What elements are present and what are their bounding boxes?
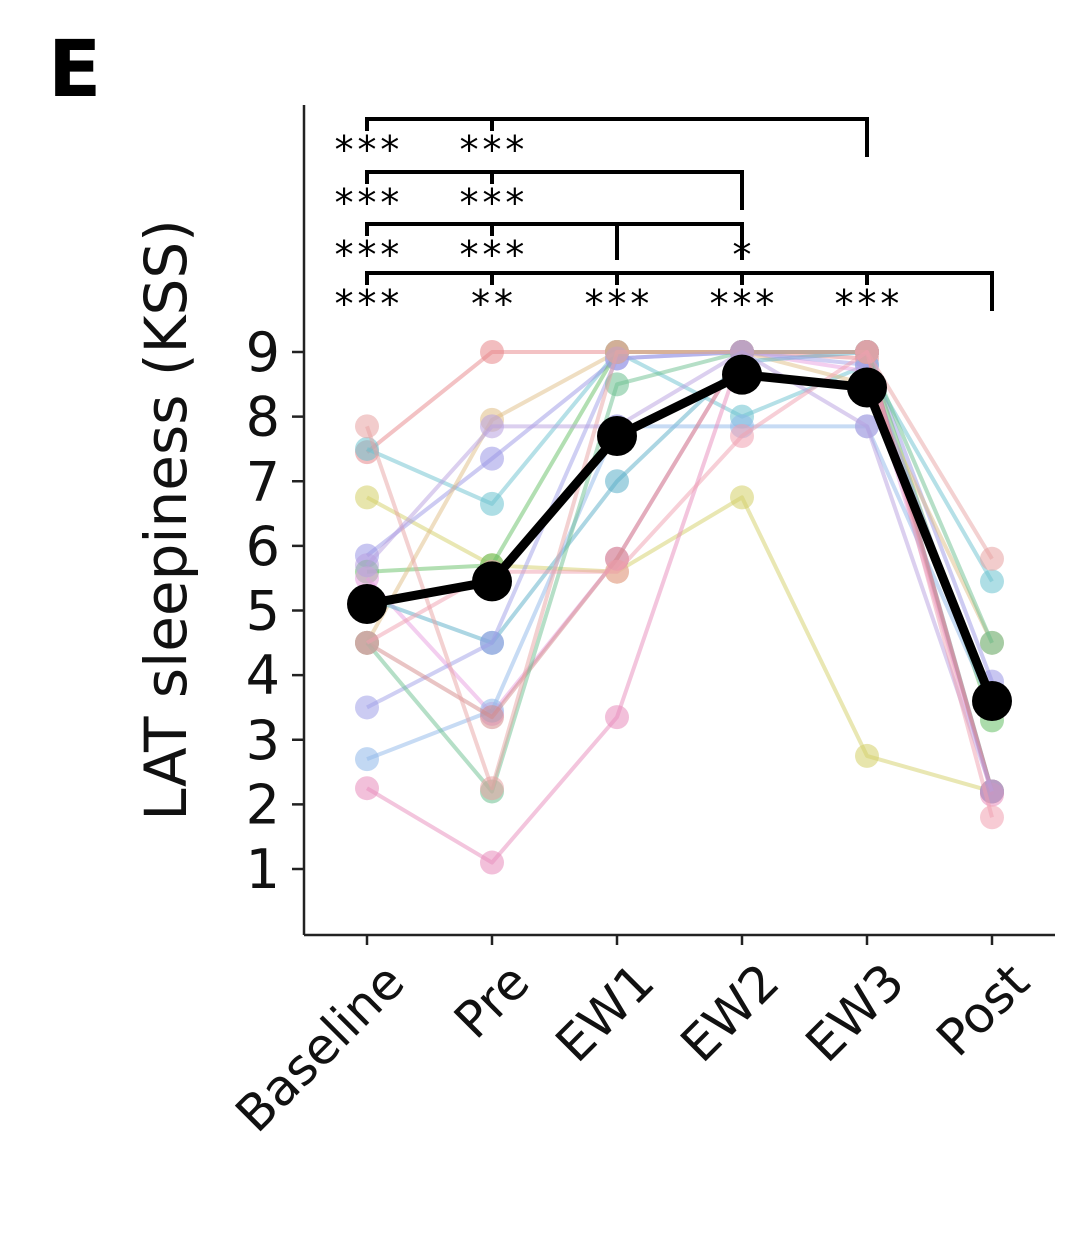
subject-point [480, 776, 504, 801]
mean-point [472, 561, 512, 602]
significance-brackets: *** ****** ****** *** **** ** *** *** *** [333, 117, 994, 326]
y-tick-label: 2 [246, 773, 280, 836]
subject-point [480, 446, 504, 471]
subject-point [605, 469, 629, 494]
subject-point [605, 705, 629, 730]
subject-point [355, 553, 379, 578]
significance-label: *** [333, 282, 402, 326]
x-tick-label: Pre [443, 952, 540, 1049]
subject-point [480, 414, 504, 439]
y-tick-label: 7 [246, 450, 280, 513]
subject-point [605, 340, 629, 364]
significance-label: *** [833, 282, 902, 326]
subject-point [980, 805, 1004, 830]
subject-line [365, 350, 994, 791]
subject-line [365, 350, 994, 794]
significance-bracket: *** *** [333, 117, 869, 172]
mean-point [347, 584, 387, 625]
subject-point [605, 559, 629, 584]
significance-label: *** [458, 233, 527, 277]
y-tick-label: 9 [246, 321, 280, 384]
subject-point [980, 546, 1004, 571]
mean-polyline [366, 370, 997, 703]
significance-label: *** [333, 233, 402, 277]
y-tick-label: 6 [246, 515, 280, 578]
subject-point [855, 414, 879, 439]
subject-lines [355, 340, 1004, 875]
subject-line [366, 424, 994, 762]
x-tick-label: EW3 [795, 952, 916, 1073]
subject-point [980, 569, 1004, 594]
subject-point [355, 747, 379, 772]
y-tick-label: 8 [246, 386, 280, 449]
y-tick-label: 5 [246, 580, 280, 643]
significance-label: *** [583, 282, 652, 326]
subject-point [855, 743, 879, 768]
significance-bracket: *** ** *** *** *** [333, 271, 994, 326]
significance-bracket: *** *** [333, 170, 744, 225]
significance-bracket: *** *** * [333, 222, 754, 277]
subject-point [480, 705, 504, 730]
y-tick-label: 4 [246, 644, 280, 707]
y-tick-label: 3 [246, 709, 280, 772]
mean-point [722, 354, 762, 395]
subject-point [480, 340, 504, 364]
x-tick-label: EW1 [545, 952, 666, 1073]
subject-point [355, 776, 379, 801]
significance-label: *** [333, 128, 402, 172]
subject-point [480, 630, 504, 655]
subject-point [730, 424, 754, 449]
subject-point [480, 850, 504, 875]
subject-point [480, 491, 504, 516]
subject-point [355, 485, 379, 510]
x-tick-label: EW2 [670, 952, 791, 1073]
mean-point [972, 680, 1012, 721]
significance-label: ** [469, 282, 515, 326]
significance-label: *** [458, 181, 527, 225]
mean-line [347, 354, 1012, 721]
subject-point [730, 485, 754, 510]
significance-label: *** [708, 282, 777, 326]
subject-point [855, 340, 879, 364]
y-axis-label: LAT sleepiness (KSS) [132, 219, 200, 821]
subject-line [365, 350, 994, 793]
subject-line [366, 495, 993, 794]
mean-point [597, 416, 637, 457]
subject-point [980, 630, 1004, 655]
panel-label: E [48, 25, 101, 115]
mean-point [847, 367, 887, 408]
significance-label: *** [458, 128, 527, 172]
significance-label: *** [333, 181, 402, 225]
y-tick-label: 1 [246, 838, 280, 901]
significance-label: * [731, 233, 754, 277]
x-tick-label: Baseline [225, 952, 416, 1143]
subject-point [355, 414, 379, 439]
x-tick-label: Post [925, 952, 1040, 1067]
subject-point [355, 630, 379, 655]
subject-point [355, 695, 379, 720]
